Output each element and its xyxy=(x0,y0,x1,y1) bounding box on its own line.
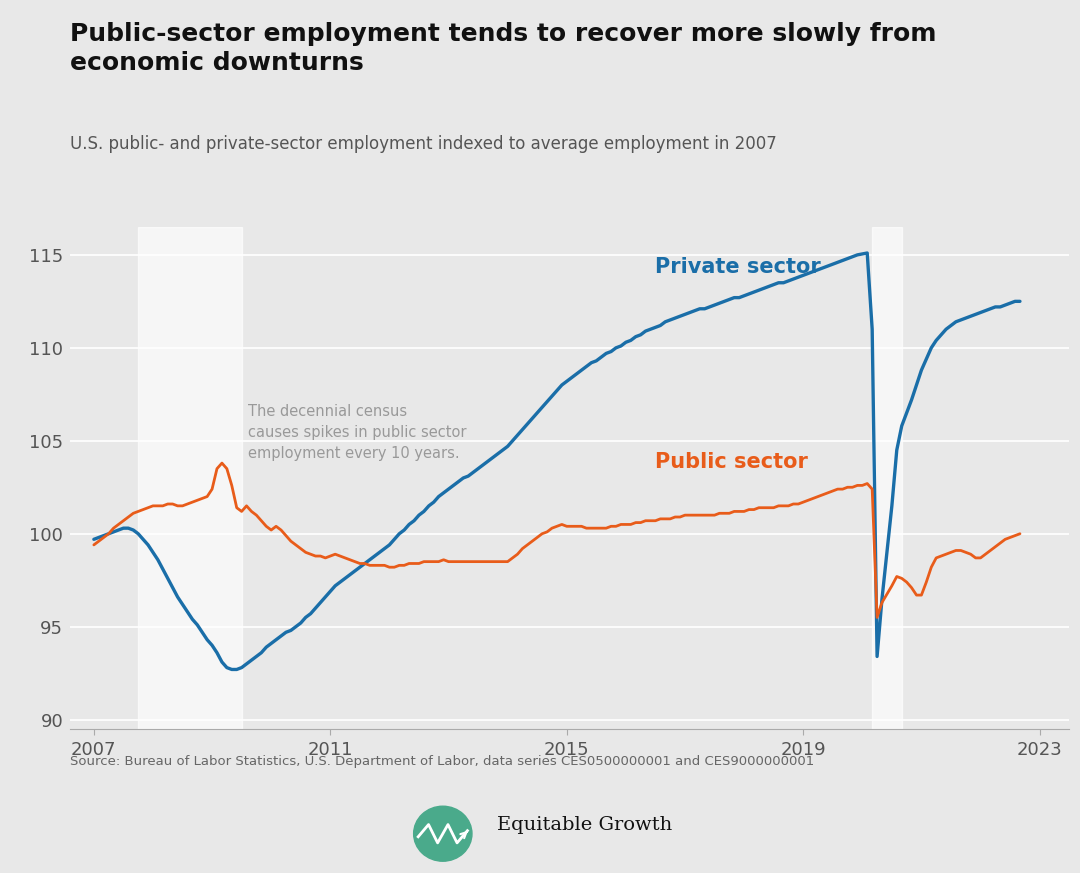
Bar xyxy=(138,227,242,729)
Text: The decennial census
causes spikes in public sector
employment every 10 years.: The decennial census causes spikes in pu… xyxy=(247,403,467,461)
Text: Equitable Growth: Equitable Growth xyxy=(497,816,672,834)
Text: Private sector: Private sector xyxy=(656,258,821,277)
Bar xyxy=(873,227,902,729)
Circle shape xyxy=(414,807,472,861)
Text: Source: Bureau of Labor Statistics, U.S. Department of Labor, data series CES050: Source: Bureau of Labor Statistics, U.S.… xyxy=(70,755,814,768)
Text: Public sector: Public sector xyxy=(656,452,808,472)
Text: Public-sector employment tends to recover more slowly from
economic downturns: Public-sector employment tends to recove… xyxy=(70,22,936,74)
Text: U.S. public- and private-sector employment indexed to average employment in 2007: U.S. public- and private-sector employme… xyxy=(70,135,777,154)
